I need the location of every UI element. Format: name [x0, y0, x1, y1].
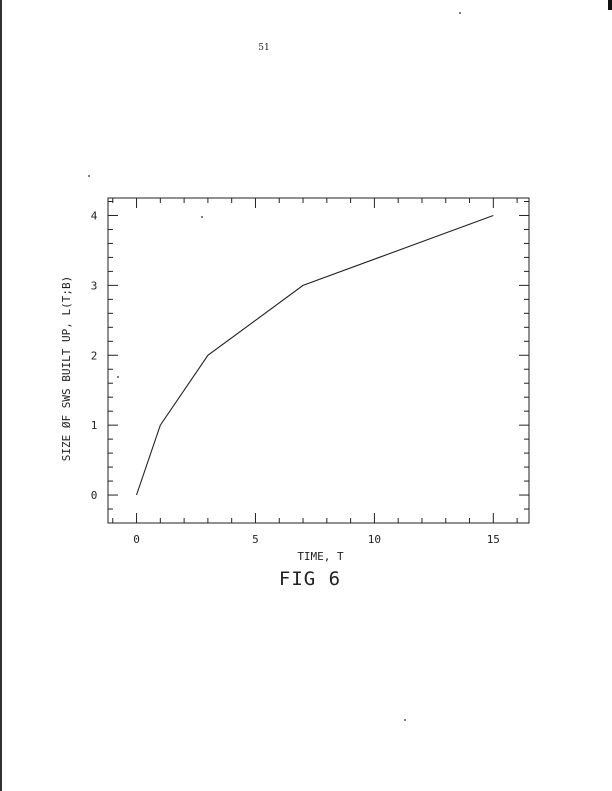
- x-tick-label: 10: [368, 533, 381, 546]
- page-number: 51: [258, 43, 270, 53]
- y-tick-labels: 0 1 2 3 4: [91, 209, 98, 502]
- y-tick-label: 1: [91, 419, 98, 432]
- y-tick-label: 0: [91, 489, 98, 502]
- x-tick-label: 15: [487, 533, 500, 546]
- series-line: [135, 214, 494, 496]
- x-tick-labels: 0 5 10 15: [133, 533, 500, 546]
- page-corner-mark: [608, 0, 612, 10]
- minor-ticks: [108, 198, 529, 524]
- major-ticks: [108, 198, 529, 523]
- y-axis-label: SIZE ØF SWS BUILT UP, L(T;B): [60, 276, 73, 461]
- y-tick-label: 3: [91, 279, 98, 292]
- scan-speck: [404, 719, 406, 721]
- x-axis-label: TIME, T: [297, 550, 344, 563]
- page-left-border: [0, 0, 2, 791]
- y-tick-label: 4: [91, 209, 98, 222]
- x-tick-label: 0: [133, 533, 140, 546]
- scan-speck: [88, 175, 90, 177]
- scan-speck: [459, 12, 461, 14]
- scan-speck: [117, 376, 119, 378]
- scan-speck: [201, 216, 203, 218]
- y-tick-label: 2: [91, 349, 98, 362]
- figure-caption: FIG 6: [278, 568, 342, 590]
- plot-frame: [107, 197, 530, 524]
- x-tick-label: 5: [252, 533, 259, 546]
